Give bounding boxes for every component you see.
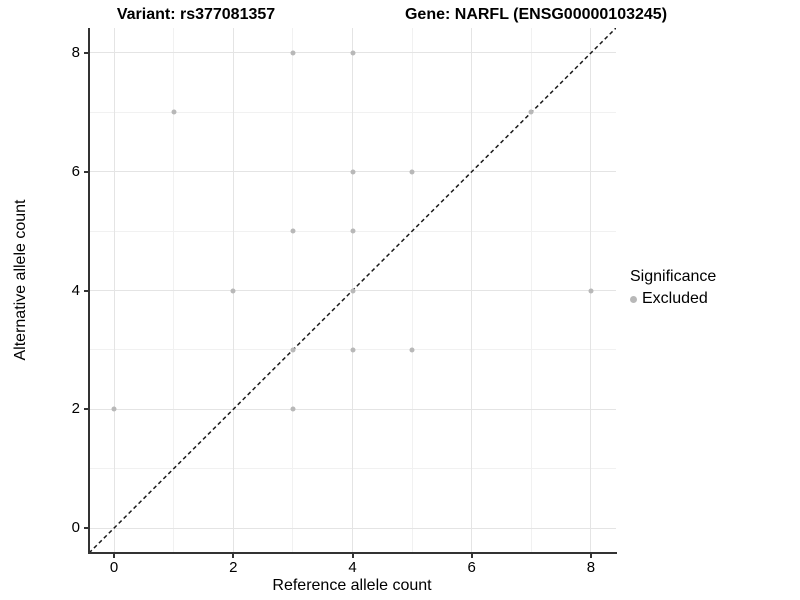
plot-title-gene: Gene: NARFL (ENSG00000103245)	[404, 6, 668, 23]
data-point	[230, 288, 236, 293]
y-axis-tick-label: 0	[71, 519, 80, 537]
x-axis-tick	[113, 554, 116, 558]
data-point	[350, 169, 355, 175]
y-axis-tick-label: 8	[71, 43, 80, 61]
x-axis-tick-label: 4	[348, 559, 357, 576]
y-axis-tick	[84, 289, 88, 292]
data-point	[528, 109, 534, 115]
data-point	[290, 406, 296, 412]
x-axis-tick-label: 8	[586, 559, 596, 576]
x-axis-title: Reference allele count	[272, 577, 432, 594]
plot-panel	[89, 28, 616, 553]
data-point	[171, 109, 177, 115]
data-point	[409, 169, 415, 175]
x-axis-tick-label: 6	[467, 559, 476, 576]
gridline-major-horizontal	[89, 527, 616, 529]
data-point	[290, 50, 296, 56]
x-axis-tick-label: 2	[229, 559, 238, 576]
legend-item-label: Excluded	[642, 290, 708, 307]
plot-title-variant: Variant: rs377081357	[116, 6, 276, 23]
data-point	[350, 347, 355, 353]
legend: Significance Excluded	[630, 268, 716, 308]
y-axis-tick	[84, 51, 88, 54]
x-axis-tick	[470, 554, 473, 558]
legend-item-excluded: Excluded	[630, 290, 716, 308]
data-point	[111, 406, 117, 412]
excluded-point-icon	[630, 295, 637, 303]
y-axis-tick	[84, 170, 88, 173]
data-point	[350, 50, 355, 56]
y-axis-title: Alternative allele count	[12, 199, 29, 361]
y-axis-tick-label: 4	[71, 281, 80, 299]
data-point	[409, 347, 415, 353]
data-point	[290, 347, 296, 353]
data-point	[588, 288, 594, 293]
x-axis-tick	[351, 554, 354, 558]
data-point	[350, 288, 355, 293]
x-axis-line	[88, 552, 617, 554]
y-axis-tick-label: 2	[71, 400, 80, 418]
data-point	[290, 228, 296, 234]
y-axis-tick	[84, 527, 88, 530]
y-axis-tick-label: 6	[71, 162, 80, 180]
y-axis-line	[88, 28, 90, 554]
x-axis-tick	[589, 554, 592, 558]
gridline-major-horizontal	[89, 408, 616, 410]
data-point	[350, 228, 355, 234]
x-axis-tick-label: 0	[109, 559, 119, 576]
legend-title: Significance	[630, 268, 717, 285]
y-axis-tick	[84, 408, 88, 411]
x-axis-tick	[232, 554, 235, 558]
